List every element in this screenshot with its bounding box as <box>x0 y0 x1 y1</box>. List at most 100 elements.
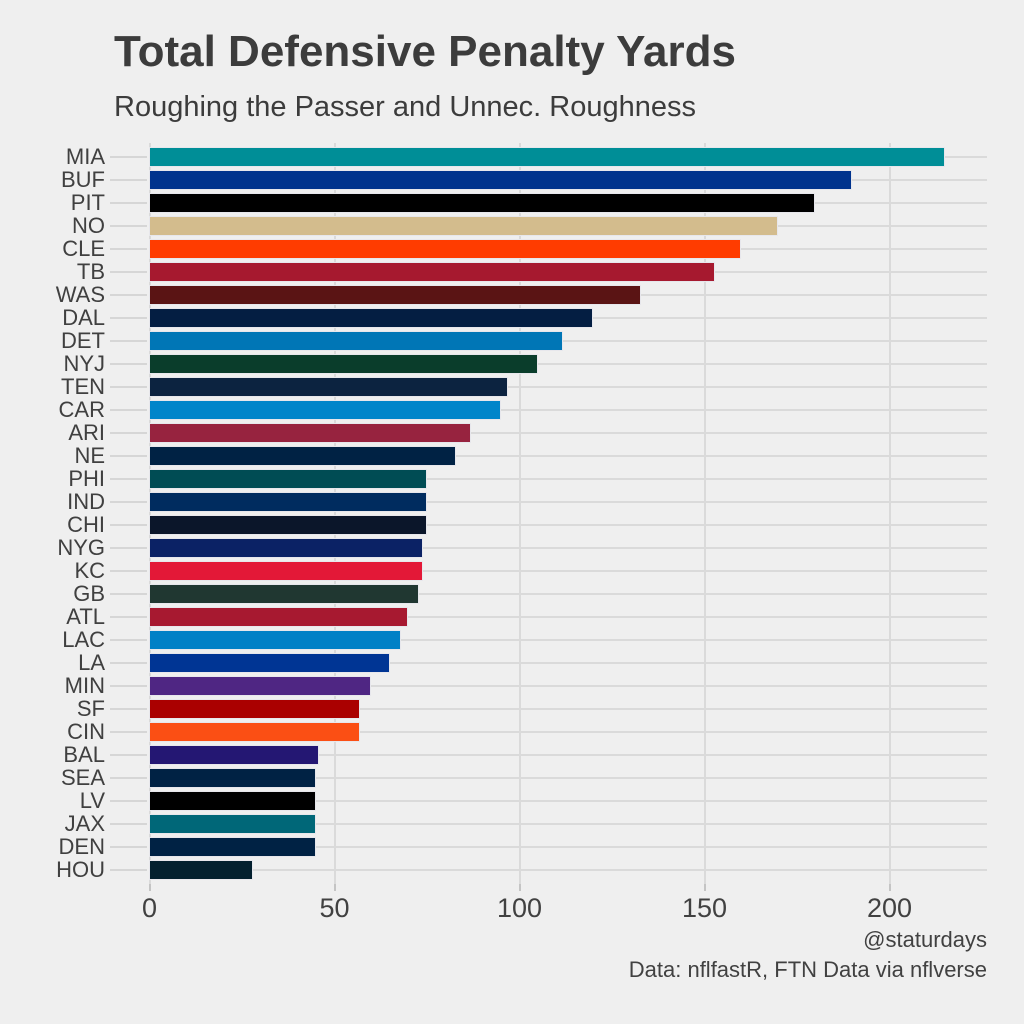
y-axis-label-SEA: SEA <box>60 765 105 790</box>
y-axis-tick-SF <box>110 708 147 710</box>
bar-LAC <box>149 629 401 651</box>
y-axis-tick-NYJ <box>110 363 147 365</box>
y-axis-label-CHI: CHI <box>67 512 105 537</box>
y-axis-tick-LAC <box>110 639 147 641</box>
y-axis-label-PIT: PIT <box>70 190 105 215</box>
y-gridline-CIN <box>149 731 987 733</box>
y-gridline-JAX <box>149 823 987 825</box>
y-gridline-SF <box>149 708 987 710</box>
y-axis-tick-TEN <box>110 386 147 388</box>
y-axis-tick-MIA <box>110 156 147 158</box>
bar-HOU <box>149 859 253 881</box>
y-gridline-NYG <box>149 547 987 549</box>
y-axis-label-NO: NO <box>72 213 105 238</box>
y-axis-label-DET: DET <box>61 328 105 353</box>
y-axis-label-MIN: MIN <box>64 673 105 698</box>
caption-source: Data: nflfastR, FTN Data via nflverse <box>628 957 987 982</box>
y-gridline-GB <box>149 593 987 595</box>
y-gridline-DEN <box>149 846 987 848</box>
y-gridline-LA <box>149 662 987 664</box>
bar-PIT <box>149 192 815 214</box>
y-axis-label-CIN: CIN <box>67 719 105 744</box>
y-gridline-IND <box>149 501 987 503</box>
y-axis-label-MIA: MIA <box>65 144 105 169</box>
y-axis-tick-DAL <box>110 317 147 319</box>
y-axis-label-TB: TB <box>76 259 105 284</box>
bar-CAR <box>149 399 501 421</box>
y-axis-label-DAL: DAL <box>62 305 105 330</box>
x-gridline-50 <box>333 143 336 884</box>
y-gridline-HOU <box>149 869 987 871</box>
y-axis-label-LAC: LAC <box>62 627 105 652</box>
y-axis-tick-KC <box>110 570 147 572</box>
x-tick-label-50: 50 <box>319 893 350 923</box>
bar-BAL <box>149 744 320 766</box>
y-gridline-DET <box>149 340 987 342</box>
bar-SF <box>149 698 360 720</box>
y-gridline-KC <box>149 570 987 572</box>
bar-LV <box>149 790 316 812</box>
x-tick-label-100: 100 <box>496 893 543 923</box>
bar-DEN <box>149 836 316 858</box>
y-gridline-CHI <box>149 524 987 526</box>
y-axis-tick-ATL <box>110 616 147 618</box>
y-axis-label-LA: LA <box>78 650 105 675</box>
y-axis-label-NYG: NYG <box>57 535 105 560</box>
y-gridline-PHI <box>149 478 987 480</box>
bar-ATL <box>149 606 408 628</box>
y-axis-tick-TB <box>110 271 147 273</box>
x-axis-tick-50 <box>333 884 336 891</box>
y-gridline-MIN <box>149 685 987 687</box>
x-gridline-150 <box>703 143 706 884</box>
x-gridline-100 <box>518 143 521 884</box>
y-gridline-CAR <box>149 409 987 411</box>
y-axis-label-WAS: WAS <box>55 282 105 307</box>
y-axis-tick-NYG <box>110 547 147 549</box>
y-axis-label-CAR: CAR <box>58 397 105 422</box>
bar-MIA <box>149 146 945 168</box>
y-axis-label-JAX: JAX <box>64 811 105 836</box>
y-axis-tick-CAR <box>110 409 147 411</box>
y-axis-tick-GB <box>110 593 147 595</box>
y-gridline-LAC <box>149 639 987 641</box>
y-axis-label-IND: IND <box>67 489 105 514</box>
x-axis-tick-100 <box>518 884 521 891</box>
y-axis-label-CLE: CLE <box>62 236 105 261</box>
x-gridline-200 <box>888 143 891 884</box>
chart-title: Total Defensive Penalty Yards <box>114 27 736 76</box>
bar-DET <box>149 330 564 352</box>
bar-CLE <box>149 238 741 260</box>
x-tick-label-150: 150 <box>681 893 728 923</box>
y-axis-tick-SEA <box>110 777 147 779</box>
y-axis-label-HOU: HOU <box>56 857 105 882</box>
bar-NYG <box>149 537 423 559</box>
y-axis-tick-WAS <box>110 294 147 296</box>
chart-subtitle: Roughing the Passer and Unnec. Roughness <box>114 91 696 123</box>
y-axis-tick-IND <box>110 501 147 503</box>
y-axis-tick-BAL <box>110 754 147 756</box>
x-axis-tick-0 <box>148 884 151 891</box>
y-axis-label-BUF: BUF <box>61 167 105 192</box>
bar-CHI <box>149 514 427 536</box>
y-axis-tick-BUF <box>110 179 147 181</box>
y-axis-label-DEN: DEN <box>58 834 105 859</box>
bar-NO <box>149 215 778 237</box>
bar-MIN <box>149 675 371 697</box>
y-axis-tick-LA <box>110 662 147 664</box>
y-gridline-NE <box>149 455 987 457</box>
y-axis-label-NYJ: NYJ <box>63 351 105 376</box>
y-axis-label-SF: SF <box>76 696 105 721</box>
y-axis-tick-CLE <box>110 248 147 250</box>
y-axis-label-TEN: TEN <box>61 374 105 399</box>
caption-handle: @staturdays <box>863 927 987 952</box>
x-gridline-0 <box>148 143 151 884</box>
y-axis-tick-CHI <box>110 524 147 526</box>
y-gridline-NYJ <box>149 363 987 365</box>
bar-IND <box>149 491 427 513</box>
bar-NE <box>149 445 457 467</box>
y-gridline-SEA <box>149 777 987 779</box>
x-axis-tick-150 <box>703 884 706 891</box>
y-axis-label-KC: KC <box>74 558 105 583</box>
bar-WAS <box>149 284 642 306</box>
